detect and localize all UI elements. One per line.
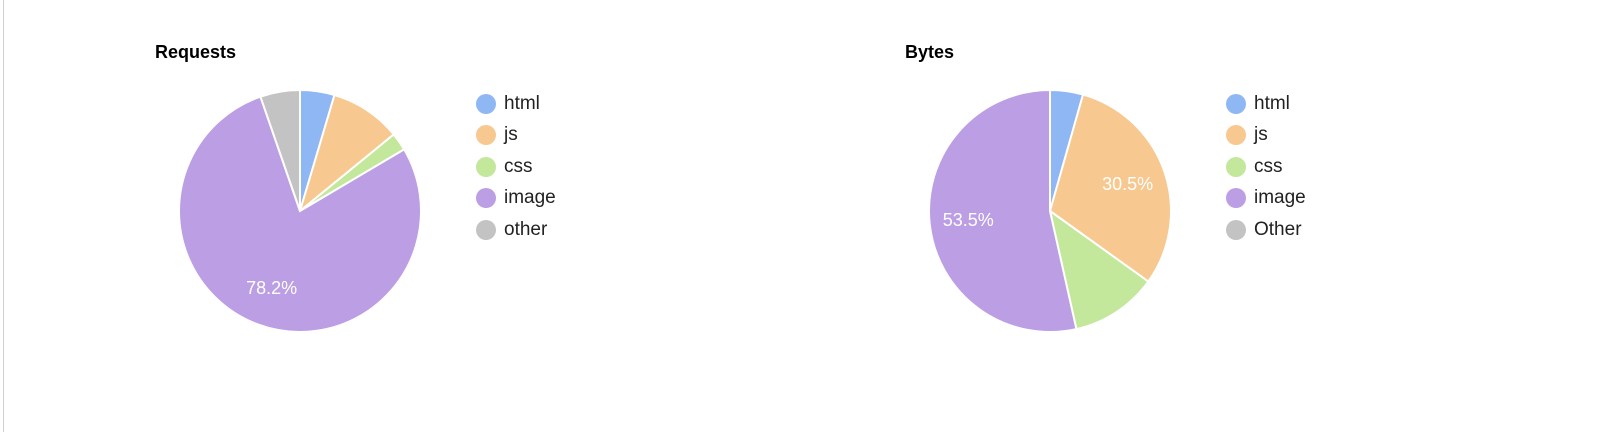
slice-data-label-js: 30.5%	[1102, 174, 1153, 194]
legend-label: image	[1254, 187, 1306, 209]
legend-item-html: html	[1226, 88, 1306, 120]
bytes-legend: html js css image Other	[1226, 88, 1306, 246]
bytes-pie: 30.5% 53.5%	[928, 88, 1172, 333]
slice-data-label-image: 78.2%	[246, 278, 297, 298]
legend-label: html	[1254, 92, 1290, 114]
legend-item-image: image	[1226, 183, 1306, 215]
legend-swatch-icon	[1226, 188, 1246, 209]
legend-swatch-icon	[476, 188, 496, 209]
legend-swatch-icon	[1226, 125, 1246, 146]
legend-swatch-icon	[1226, 219, 1246, 240]
legend-label: Other	[1254, 218, 1302, 240]
legend-label: html	[504, 92, 540, 114]
legend-label: js	[1254, 124, 1268, 146]
legend-swatch-icon	[476, 219, 496, 240]
pie-slice-css	[1048, 208, 1150, 331]
legend-item-js: js	[476, 120, 556, 152]
bytes-chart: Bytes 30.5% 53.5% html js css image Other	[750, 0, 1390, 432]
legend-label: css	[1254, 155, 1283, 177]
legend-swatch-icon	[1226, 156, 1246, 177]
legend-item-html: html	[476, 88, 556, 120]
legend-swatch-icon	[476, 93, 496, 114]
legend-label: other	[504, 218, 548, 240]
requests-chart: Requests 78.2% html js css image other	[0, 0, 640, 432]
legend-item-other: Other	[1226, 214, 1306, 246]
requests-pie: 78.2%	[178, 88, 422, 333]
legend-item-css: css	[1226, 151, 1306, 183]
legend-item-css: css	[476, 151, 556, 183]
pie-slice-image	[178, 95, 422, 333]
legend-item-image: image	[476, 183, 556, 215]
legend-swatch-icon	[476, 156, 496, 177]
page-left-border	[3, 0, 4, 432]
chart-title: Bytes	[905, 42, 955, 62]
pie-slice-js	[1048, 93, 1172, 283]
slice-data-label-image: 53.5%	[943, 210, 994, 230]
chart-title: Requests	[155, 42, 237, 62]
legend-label: image	[504, 187, 556, 209]
legend-swatch-icon	[1226, 93, 1246, 114]
pie-slice-image	[928, 88, 1078, 333]
pie-slice-other	[259, 88, 301, 212]
legend-label: css	[504, 155, 533, 177]
legend-item-js: js	[1226, 120, 1306, 152]
legend-label: js	[504, 124, 518, 146]
legend-swatch-icon	[476, 125, 496, 146]
legend-item-other: other	[476, 214, 556, 246]
requests-legend: html js css image other	[476, 88, 556, 246]
